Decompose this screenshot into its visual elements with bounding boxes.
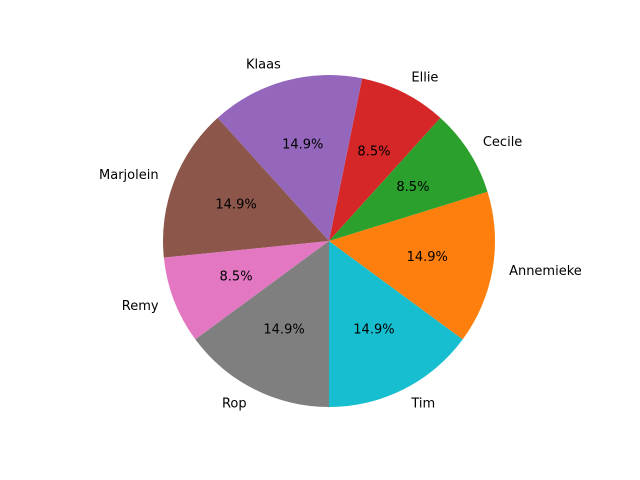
pie-slice-remy (163, 241, 329, 340)
pie-category-label-klaas: Klaas (246, 57, 281, 72)
pie-category-label-remy: Remy (122, 299, 159, 314)
pie-slice-rop (195, 241, 329, 407)
pie-slice-annemieke (329, 191, 496, 340)
pie-percent-label-cecile: 8.5% (396, 180, 429, 195)
pie-percent-label-ellie: 8.5% (357, 145, 390, 160)
pie-category-label-cecile: Cecile (483, 135, 522, 150)
pie-category-label-rop: Rop (222, 396, 247, 411)
pie-percent-label-marjolein: 14.9% (215, 198, 256, 213)
pie-category-label-annemieke: Annemieke (509, 264, 582, 279)
pie-slice-klaas (217, 74, 363, 241)
pie-percent-label-tim: 14.9% (353, 322, 394, 337)
pie-slice-cecile (329, 117, 488, 241)
pie-percent-label-remy: 8.5% (220, 269, 253, 284)
pie-category-labels: Tim Annemieke Cecile Ellie Klaas Marjolein Rem… (99, 57, 582, 411)
pie-percent-label-annemieke: 14.9% (407, 250, 448, 265)
pie-slice-marjolein (163, 117, 329, 258)
pie-percent-label-rop: 14.9% (263, 322, 304, 337)
pie-category-label-tim: Tim (410, 396, 435, 411)
pie-percent-label-klaas: 14.9% (282, 137, 323, 152)
pie-category-label-ellie: Ellie (411, 71, 438, 86)
pie-slices (163, 74, 496, 407)
pie-slice-ellie (329, 78, 441, 241)
pie-percent-labels: 14.9% 14.9% 8.5% 8.5% 14.9% 14.9% 8.5% 14.9% (215, 137, 447, 337)
pie-category-label-marjolein: Marjolein (99, 168, 159, 183)
pie-slice-tim (329, 241, 463, 407)
